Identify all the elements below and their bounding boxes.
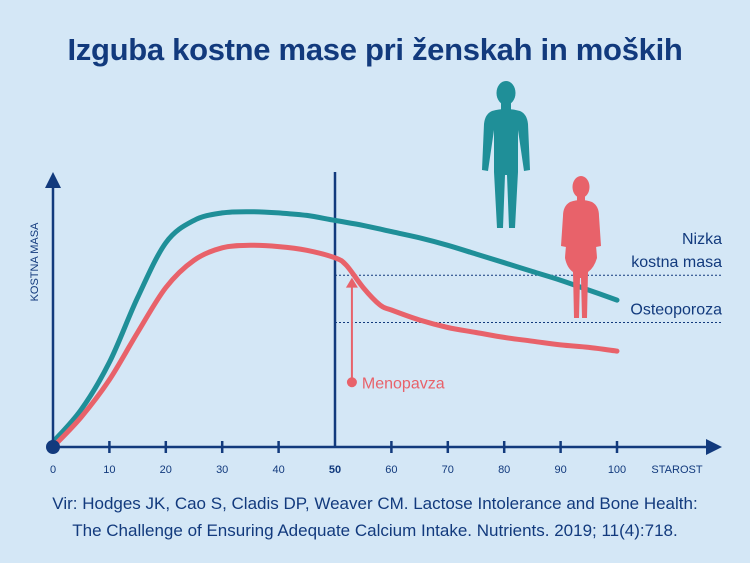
source-line-1: Vir: Hodges JK, Cao S, Cladis DP, Weaver… bbox=[52, 494, 698, 513]
x-tick-label: 40 bbox=[272, 464, 284, 476]
y-axis-title: KOSTNA MASA bbox=[29, 222, 41, 302]
page-title: Izguba kostne mase pri ženskah in moških bbox=[67, 32, 683, 67]
x-tick-label: 10 bbox=[103, 464, 115, 476]
female-figure-icon bbox=[561, 176, 601, 318]
menopause-arrow-head bbox=[345, 277, 358, 288]
source-line-2: The Challenge of Ensuring Adequate Calci… bbox=[72, 521, 678, 540]
y-axis-arrow bbox=[45, 172, 61, 188]
x-tick-label: 60 bbox=[385, 464, 397, 476]
menopause-dot bbox=[346, 377, 357, 388]
origin-dot bbox=[46, 440, 60, 454]
threshold-label-line: kostna masa bbox=[631, 254, 722, 271]
threshold-label-line: Nizka bbox=[682, 231, 722, 248]
source-citation: Vir: Hodges JK, Cao S, Cladis DP, Weaver… bbox=[0, 490, 750, 544]
x-tick-label: 80 bbox=[498, 464, 510, 476]
x-tick-label: 30 bbox=[216, 464, 228, 476]
threshold-label: Osteoporoza bbox=[630, 302, 722, 319]
x-tick-label: 50 bbox=[329, 464, 341, 476]
male-figure-icon bbox=[482, 81, 530, 228]
x-tick-label: 20 bbox=[160, 464, 172, 476]
x-axis-arrow bbox=[706, 439, 722, 455]
x-tick-label: 70 bbox=[442, 464, 454, 476]
menopause-label: Menopavza bbox=[362, 375, 445, 392]
x-axis-title: STAROST bbox=[651, 464, 702, 476]
series-line-women bbox=[50, 242, 620, 450]
x-tick-label: 90 bbox=[554, 464, 566, 476]
x-tick-label: 0 bbox=[50, 464, 56, 476]
x-tick-label: 100 bbox=[608, 464, 626, 476]
series-line-men bbox=[50, 209, 620, 445]
